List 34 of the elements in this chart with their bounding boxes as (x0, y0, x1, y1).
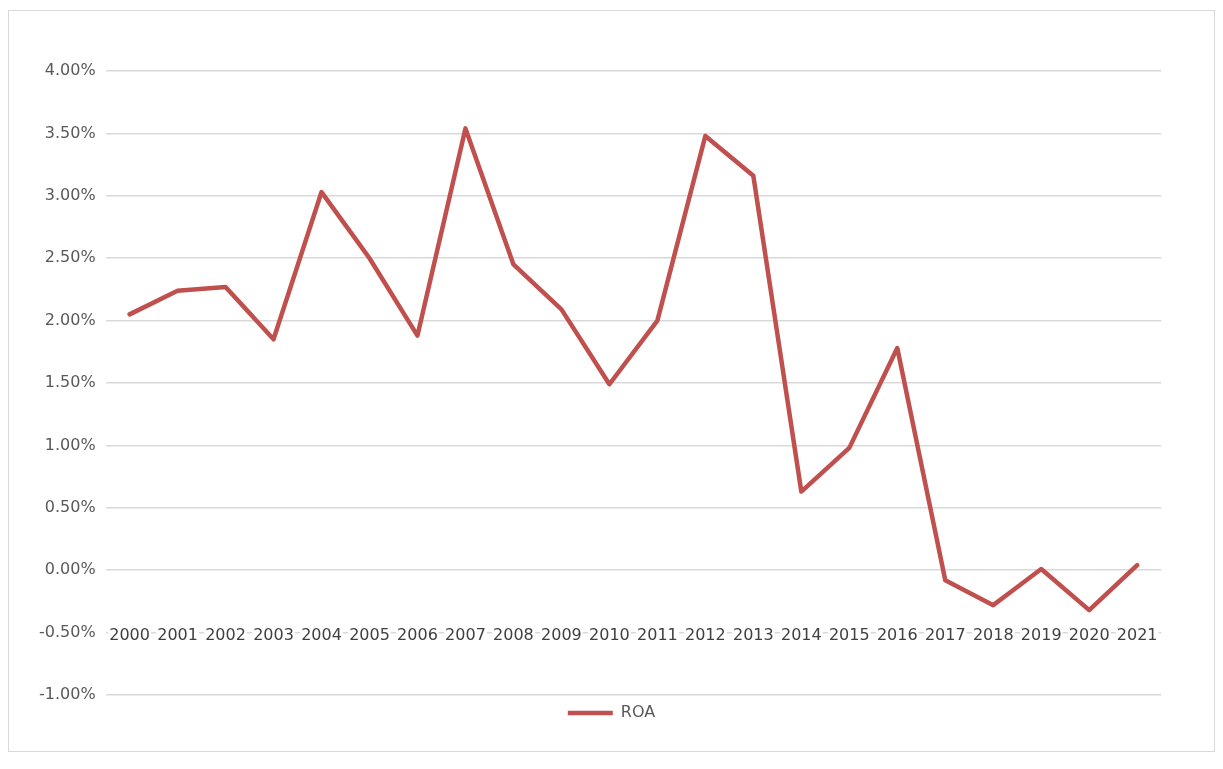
y-tick-label: 4.00% (44, 60, 96, 80)
x-tick-label: 2002 (205, 624, 246, 644)
x-tick-label: 2000 (109, 624, 150, 644)
x-tick-label: 2003 (253, 624, 294, 644)
y-tick-label: -1.00% (38, 684, 96, 704)
x-tick-label: 2008 (493, 624, 534, 644)
x-tick-label: 2007 (445, 624, 486, 644)
x-tick-label: 2014 (780, 624, 822, 644)
y-tick-label: 0.50% (44, 496, 96, 516)
x-tick-label: 2015 (828, 624, 870, 644)
y-tick-label: 0.00% (44, 559, 96, 579)
x-tick-label: 2012 (685, 624, 726, 644)
y-tick-label: 2.00% (44, 309, 96, 329)
y-tick-label: 3.50% (44, 122, 96, 142)
x-tick-label: 2009 (541, 624, 582, 644)
x-tick-label: 2021 (1116, 624, 1158, 644)
y-tick-label: 1.50% (44, 372, 96, 392)
x-tick-label: 2017 (924, 624, 966, 644)
x-tick-label: 2016 (876, 624, 918, 644)
x-tick-label: 2010 (589, 624, 630, 644)
x-tick-label: 2006 (397, 624, 438, 644)
x-tick-label: 2004 (301, 624, 342, 644)
x-tick-label: 2018 (972, 624, 1014, 644)
y-tick-label: 3.00% (44, 184, 96, 204)
legend-label: ROA (620, 702, 656, 722)
x-tick-label: 2005 (349, 624, 390, 644)
x-tick-label: 2013 (732, 624, 774, 644)
y-tick-label: 1.00% (44, 434, 96, 454)
x-tick-label: 2019 (1020, 624, 1062, 644)
x-tick-label: 2001 (157, 624, 198, 644)
x-tick-label: 2020 (1068, 624, 1110, 644)
y-tick-label: -0.50% (38, 621, 96, 641)
x-tick-label: 2011 (637, 624, 678, 644)
y-tick-label: 2.50% (44, 247, 96, 267)
